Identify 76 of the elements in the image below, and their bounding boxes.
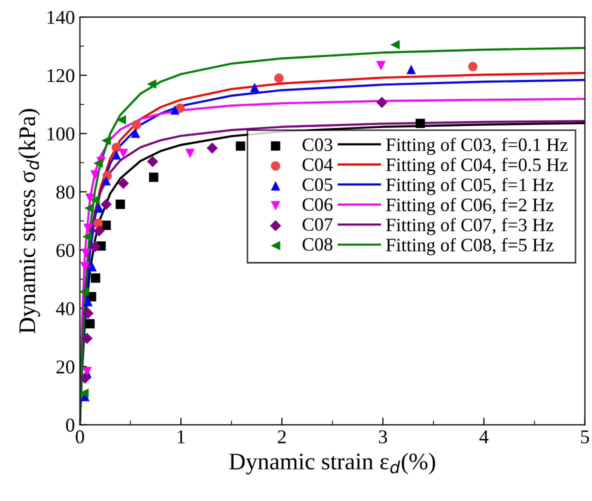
y-tick-label: 40 — [56, 302, 74, 316]
legend-label: C07 — [302, 218, 333, 231]
point — [116, 200, 125, 209]
point — [83, 296, 93, 306]
x-tick-label: 3 — [378, 430, 388, 444]
point — [80, 388, 89, 398]
x-tick-label: 0 — [76, 430, 84, 444]
point — [148, 172, 158, 182]
legend-label: Fitting of C05, f=1 Hz — [386, 178, 554, 196]
y-tick-label: 0 — [66, 418, 74, 432]
point — [274, 74, 284, 83]
point — [185, 148, 195, 158]
point — [468, 62, 478, 72]
point — [390, 40, 400, 50]
point — [376, 96, 388, 108]
x-tick-label: 5 — [581, 430, 589, 444]
point — [80, 372, 91, 384]
point — [94, 203, 104, 213]
legend-label: C04 — [302, 158, 333, 172]
point — [85, 194, 95, 203]
point — [94, 225, 105, 236]
point — [146, 79, 156, 89]
y-tick-label: 20 — [56, 360, 74, 374]
x-tick-label: 1 — [178, 430, 185, 444]
point — [87, 262, 97, 272]
point — [90, 241, 101, 252]
legend-label: Fitting of C08, f=5 Hz — [386, 238, 554, 256]
y-tick-label: 140 — [48, 10, 74, 24]
legend-label: Fitting of C03, f=0.1 Hz — [386, 138, 568, 155]
legend-label: C03 — [302, 138, 332, 152]
point — [116, 115, 126, 125]
legend-label: C05 — [302, 178, 332, 191]
point — [102, 136, 111, 146]
y-tick-label: 60 — [56, 244, 74, 258]
point — [80, 287, 89, 296]
point — [83, 224, 93, 233]
point — [130, 128, 140, 138]
point — [206, 142, 218, 154]
point — [85, 319, 95, 328]
point — [81, 248, 91, 258]
legend-label: C08 — [302, 238, 332, 251]
legend-label: Fitting of C07, f=3 Hz — [386, 218, 554, 236]
point — [82, 232, 92, 242]
point — [82, 308, 94, 319]
point — [416, 118, 425, 128]
point — [406, 64, 416, 74]
legend-label: C06 — [302, 198, 333, 211]
point — [81, 332, 93, 344]
legend-label: Fitting of C06, f=2 Hz — [386, 198, 554, 216]
point — [118, 178, 129, 189]
point — [102, 220, 111, 230]
point — [112, 142, 121, 152]
point — [93, 158, 103, 168]
point — [112, 150, 121, 160]
point — [250, 82, 260, 92]
point — [84, 203, 94, 213]
y-tick-label: 120 — [48, 69, 74, 82]
point — [102, 176, 111, 186]
point — [90, 195, 100, 205]
x-tick-label: 2 — [278, 430, 286, 444]
point — [118, 148, 128, 158]
x-tick-label: 4 — [479, 430, 488, 444]
point — [100, 198, 112, 210]
x-axis-title: Dynamic strain ε$_{d}$(%) — [229, 452, 436, 474]
point — [90, 273, 100, 283]
y-axis-title: Dynamic stress σ$_{d}$(kPa) — [18, 109, 40, 334]
y-tick-label: 100 — [48, 127, 74, 140]
point — [80, 262, 90, 272]
point — [147, 156, 158, 168]
point — [90, 170, 100, 180]
point — [376, 61, 386, 70]
point — [170, 105, 180, 115]
point — [236, 141, 246, 151]
point — [132, 120, 142, 130]
legend-label: Fitting of C04, f=0.5 Hz — [386, 158, 568, 176]
y-tick-label: 80 — [56, 186, 74, 199]
